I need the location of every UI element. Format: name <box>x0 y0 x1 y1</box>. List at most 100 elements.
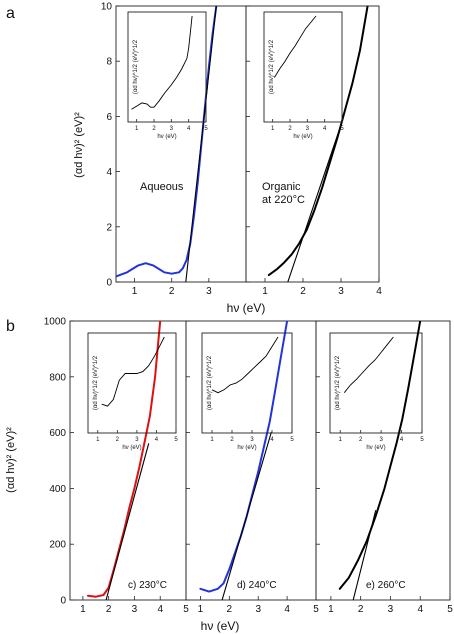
panel-b-letter: b <box>6 318 15 335</box>
linear-fit-line <box>221 432 272 600</box>
panel-label: Organic at 220°C <box>262 181 305 206</box>
inset-curve <box>274 15 317 78</box>
x-tick-label: 5 <box>447 604 453 615</box>
inset-x-tick-label: 2 <box>152 126 156 132</box>
inset-x-label: hν (eV) <box>122 445 141 451</box>
inset-frame <box>329 332 423 434</box>
y-tick-label: 800 <box>49 372 66 383</box>
panel-label-line: d) 240°C <box>237 580 277 591</box>
inset-y-label: (αd hν)^1/2 (eV)^1/2 <box>335 355 341 410</box>
inset-x-tick-label: 2 <box>116 437 120 443</box>
inset-x-label: hν (eV) <box>237 445 256 451</box>
inset-x-label: hν (eV) <box>157 134 176 140</box>
inset-b1: 1 2 3 4 5 hν (eV) (αd hν)^1/2 (eV)^1/2 <box>87 332 178 451</box>
inset-x-tick-label: 1 <box>210 437 214 443</box>
panel-label-line: Aqueous <box>140 181 184 193</box>
inset-b2: 1 2 3 4 5 hν (eV) (αd hν)^1/2 (eV)^1/2 <box>201 332 294 451</box>
x-tick-label: 1 <box>328 604 334 615</box>
inset-curve <box>101 336 165 407</box>
panel-label-line: Organic <box>262 181 301 193</box>
panel-label-line: e) 260°C <box>366 580 406 591</box>
x-tick-label: 1 <box>80 604 86 615</box>
data-series-line <box>267 6 369 277</box>
y-tick-label: 1000 <box>44 317 67 328</box>
plot-frame <box>245 5 380 283</box>
x-tick-label: 3 <box>338 286 344 297</box>
linear-fit-line <box>352 510 377 600</box>
x-tick-label: 1 <box>198 604 204 615</box>
inset-x-tick-label: 1 <box>271 126 275 132</box>
inset-x-label: hν (eV) <box>293 134 312 140</box>
x-tick-label: 3 <box>388 604 394 615</box>
inset-a2: 1 2 3 4 5 hν (eV) (αd hν)^1/2 (eV)^1/2 <box>263 11 344 140</box>
x-tick-label: 5 <box>183 604 189 615</box>
inset-curve <box>211 336 279 394</box>
inset-b3: 1 2 3 4 5 hν (eV) (αd hν)^1/2 (eV)^1/2 <box>329 332 424 451</box>
chart-a1: 1 2 3 0 2 4 6 8 10 Aqueous 1 2 3 4 5 hν (eV) (αd hν)^1/2… <box>101 2 247 297</box>
inset-x-tick-label: 5 <box>340 126 344 132</box>
data-series-line <box>338 321 422 590</box>
inset-curve <box>131 15 193 110</box>
linear-fit-line <box>287 118 344 282</box>
inset-x-tick-label: 2 <box>230 437 234 443</box>
y-tick-label: 8 <box>106 57 112 68</box>
inset-frame <box>263 11 343 123</box>
x-tick-label: 1 <box>132 286 138 297</box>
linear-fit-line <box>105 443 150 600</box>
inset-x-tick-label: 1 <box>96 437 100 443</box>
inset-frame <box>201 332 293 434</box>
series-group <box>199 321 289 600</box>
plot-frame <box>315 320 451 601</box>
x-tick-label: 2 <box>106 604 112 615</box>
series-group <box>267 6 369 282</box>
series-group <box>116 6 218 282</box>
inset-y-label: (αd hν)^1/2 (eV)^1/2 <box>93 355 99 410</box>
y-tick-label: 400 <box>49 484 66 495</box>
panel-a-xlabel: hν (eV) <box>227 301 266 315</box>
inset-x-tick-label: 4 <box>187 126 191 132</box>
inset-y-label: (αd hν)^1/2 (eV)^1/2 <box>133 39 139 94</box>
inset-x-tick-label: 5 <box>290 437 294 443</box>
chart-b3: 1 2 3 4 5 e) 260°C 1 2 3 4 5 hν (eV) (αd hν)^1/2 (eV… <box>315 320 453 615</box>
x-tick-label: 2 <box>169 286 175 297</box>
series-group <box>87 321 162 600</box>
chart-a2: 1 2 3 4 Organic at 220°C 1 2 3 4 5 hν (eV) (αd hν)^1… <box>245 5 382 297</box>
inset-curve <box>343 336 394 393</box>
inset-x-tick-label: 3 <box>250 437 254 443</box>
inset-x-label: hν (eV) <box>366 445 385 451</box>
y-tick-label: 2 <box>106 222 112 233</box>
y-tick-label: 10 <box>101 2 113 13</box>
x-tick-label: 4 <box>157 604 163 615</box>
panel-label: d) 240°C <box>237 580 277 591</box>
inset-frame <box>87 332 177 434</box>
inset-x-tick-label: 1 <box>339 437 343 443</box>
chart-b1: 1 2 3 4 5 0 200 400 600 800 1000 c) 230°C 1 2 3 4 5 hν (e… <box>44 317 189 616</box>
x-tick-label: 4 <box>284 604 290 615</box>
panel-b-xlabel: hν (eV) <box>201 619 240 633</box>
inset-x-tick-label: 3 <box>379 437 383 443</box>
inset-y-label: (αd hν)^1/2 (eV)^1/2 <box>269 39 275 94</box>
panel-a-letter: a <box>6 5 15 22</box>
panel-a-ylabel: (αd hν)² (eV)² <box>73 112 85 178</box>
inset-frame <box>127 11 207 123</box>
panel-label-line: c) 230°C <box>128 580 167 591</box>
x-tick-label: 2 <box>358 604 364 615</box>
inset-x-tick-label: 3 <box>135 437 139 443</box>
plot-frame <box>185 320 317 601</box>
x-tick-label: 2 <box>300 286 306 297</box>
inset-x-tick-label: 5 <box>174 437 178 443</box>
inset-x-tick-label: 2 <box>288 126 292 132</box>
series-group <box>338 321 422 600</box>
inset-x-tick-label: 5 <box>204 126 208 132</box>
x-tick-label: 4 <box>376 286 382 297</box>
inset-x-tick-label: 3 <box>306 126 310 132</box>
linear-fit-line <box>185 6 217 282</box>
x-tick-label: 3 <box>206 286 212 297</box>
inset-x-tick-label: 3 <box>170 126 174 132</box>
x-tick-label: 2 <box>227 604 233 615</box>
x-tick-label: 3 <box>132 604 138 615</box>
inset-x-tick-label: 4 <box>155 437 159 443</box>
y-tick-label: 0 <box>60 596 66 607</box>
